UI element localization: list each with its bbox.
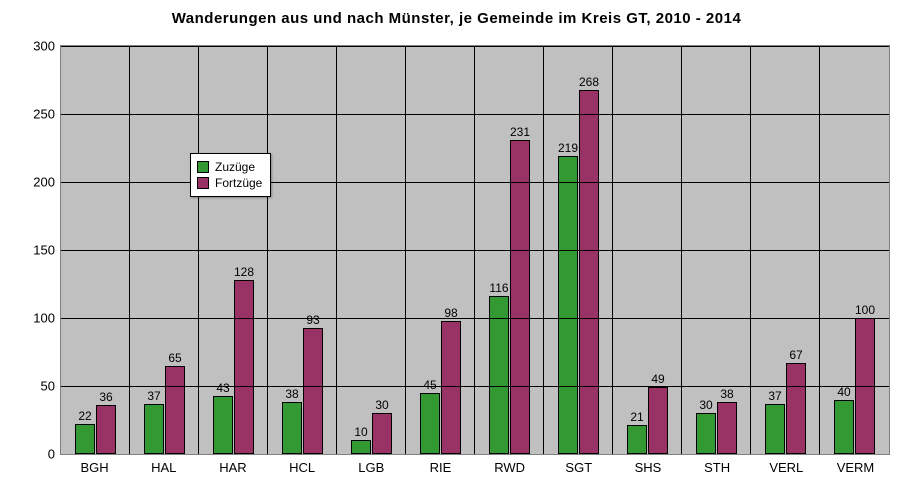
y-tick-label: 250 <box>5 107 55 122</box>
x-tick-label: BGH <box>60 460 129 490</box>
y-tick-label: 300 <box>5 39 55 54</box>
bar: 93 <box>303 328 323 454</box>
x-axis-labels: BGHHALHARHCLLGBRIERWDSGTSHSSTHVERLVERM <box>60 460 890 490</box>
x-tick-label: HAR <box>198 460 267 490</box>
legend-item: Zuzüge <box>197 160 262 174</box>
bar-value-label: 49 <box>651 372 664 386</box>
bar-value-label: 116 <box>489 281 508 295</box>
bar-value-label: 10 <box>354 425 367 439</box>
bar-value-label: 21 <box>630 410 643 424</box>
bar: 38 <box>282 402 302 454</box>
bar-value-label: 38 <box>285 387 298 401</box>
y-tick-label: 150 <box>5 243 55 258</box>
legend-label: Fortzüge <box>215 176 262 190</box>
bar-value-label: 37 <box>147 389 160 403</box>
x-tick-label: VERM <box>821 460 890 490</box>
x-tick-label: HCL <box>268 460 337 490</box>
x-tick-label: RIE <box>406 460 475 490</box>
bar: 219 <box>558 156 578 454</box>
bar-value-label: 93 <box>306 313 319 327</box>
y-tick-label: 50 <box>5 379 55 394</box>
chart-container: Wanderungen aus und nach Münster, je Gem… <box>0 0 913 500</box>
gridline <box>61 46 889 47</box>
legend-swatch <box>197 161 209 173</box>
bar-value-label: 22 <box>78 409 91 423</box>
x-tick-label: HAL <box>129 460 198 490</box>
gridline <box>61 182 889 183</box>
gridline <box>61 318 889 319</box>
bar: 36 <box>96 405 116 454</box>
x-tick-label: LGB <box>337 460 406 490</box>
bar-value-label: 219 <box>558 141 578 155</box>
bar-value-label: 43 <box>216 381 229 395</box>
bar: 268 <box>579 90 599 454</box>
bar: 98 <box>441 321 461 454</box>
bar: 45 <box>420 393 440 454</box>
legend-label: Zuzüge <box>215 160 255 174</box>
bar-value-label: 65 <box>168 351 181 365</box>
bar: 22 <box>75 424 95 454</box>
bar: 37 <box>765 404 785 454</box>
bar: 231 <box>510 140 530 454</box>
bar-value-label: 36 <box>99 390 112 404</box>
bar-value-label: 30 <box>375 398 388 412</box>
bar: 30 <box>696 413 716 454</box>
bar: 30 <box>372 413 392 454</box>
bar-value-label: 37 <box>768 389 781 403</box>
y-tick-label: 100 <box>5 311 55 326</box>
y-tick-label: 200 <box>5 175 55 190</box>
bar-value-label: 38 <box>720 387 733 401</box>
x-tick-label: SHS <box>613 460 682 490</box>
bar-value-label: 100 <box>855 303 875 317</box>
bar: 65 <box>165 366 185 454</box>
bar: 43 <box>213 396 233 454</box>
legend: Zuzüge Fortzüge <box>190 153 271 197</box>
gridline <box>61 386 889 387</box>
bar: 116 <box>489 296 509 454</box>
bar: 40 <box>834 400 854 454</box>
plot-area: 2236376543128389310304598116231219268214… <box>60 45 890 455</box>
gridline <box>61 114 889 115</box>
x-tick-label: SGT <box>544 460 613 490</box>
bar: 10 <box>351 440 371 454</box>
bar: 49 <box>648 387 668 454</box>
chart-title: Wanderungen aus und nach Münster, je Gem… <box>0 10 913 27</box>
bar-value-label: 30 <box>699 398 712 412</box>
bar: 37 <box>144 404 164 454</box>
bar-value-label: 231 <box>510 125 530 139</box>
x-tick-label: RWD <box>475 460 544 490</box>
bar: 67 <box>786 363 806 454</box>
bar-value-label: 67 <box>789 348 802 362</box>
bar: 38 <box>717 402 737 454</box>
legend-item: Fortzüge <box>197 176 262 190</box>
bar-value-label: 128 <box>234 265 254 279</box>
legend-swatch <box>197 177 209 189</box>
x-tick-label: VERL <box>752 460 821 490</box>
bar-value-label: 45 <box>423 378 436 392</box>
gridline <box>61 250 889 251</box>
x-tick-label: STH <box>683 460 752 490</box>
bar: 21 <box>627 425 647 454</box>
bar-value-label: 268 <box>579 75 599 89</box>
y-tick-label: 0 <box>5 447 55 462</box>
bar: 128 <box>234 280 254 454</box>
